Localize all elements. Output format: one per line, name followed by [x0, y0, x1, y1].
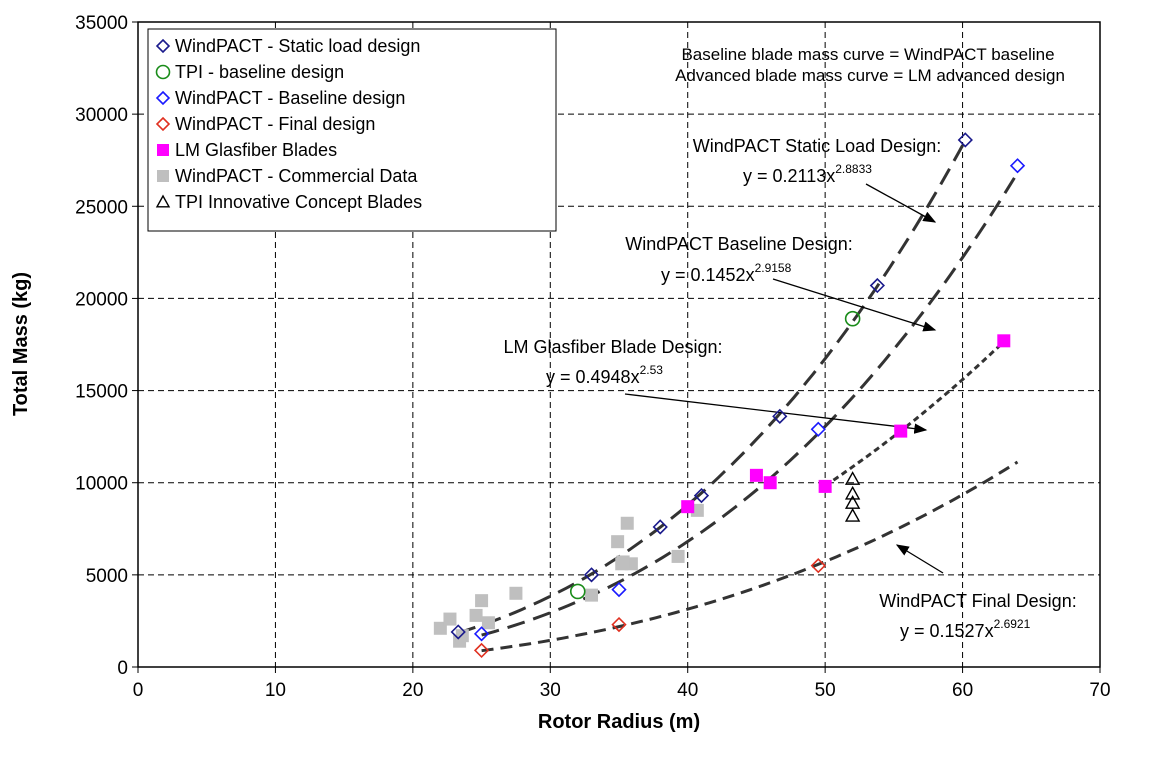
- trendline: [457, 139, 967, 635]
- trendline-label: WindPACT Static Load Design:: [693, 136, 941, 156]
- trendline-label: LM Glasfiber Blade Design:: [503, 337, 722, 357]
- y-tick-label: 30000: [75, 105, 128, 126]
- data-point: [473, 642, 490, 659]
- x-tick-label: 60: [952, 680, 973, 701]
- trendline-equation: y = 0.2113x2.8833: [743, 162, 872, 186]
- data-point: [443, 612, 457, 626]
- annotation-line-1: Baseline blade mass curve = WindPACT bas…: [681, 45, 1054, 64]
- annotation-arrow: [865, 183, 937, 223]
- data-point: [611, 581, 627, 598]
- y-tick-label: 5000: [86, 566, 128, 587]
- y-tick-label: 15000: [75, 382, 128, 403]
- data-point: [1009, 158, 1026, 174]
- legend-entry-label: TPI Innovative Concept Blades: [175, 192, 422, 212]
- data-point: [844, 485, 861, 500]
- x-tick-label: 20: [402, 680, 423, 701]
- legend-entry-label: WindPACT - Commercial Data: [175, 166, 418, 186]
- x-tick-label: 30: [540, 680, 561, 701]
- data-point: [957, 132, 973, 148]
- annotation-arrow: [895, 544, 944, 574]
- data-point: [611, 616, 627, 633]
- data-point: [681, 500, 695, 514]
- data-point: [475, 594, 489, 608]
- data-point: [763, 476, 777, 490]
- y-tick-label: 25000: [75, 197, 128, 218]
- data-point: [749, 468, 763, 482]
- plot-area: [137, 21, 1101, 668]
- annotation-arrows: [624, 183, 944, 574]
- legend-entry-label: LM Glasfiber Blades: [175, 140, 337, 160]
- data-point: [810, 558, 826, 574]
- legend-marker: [157, 170, 169, 182]
- annotation-arrow: [772, 278, 937, 332]
- data-point: [772, 408, 788, 425]
- legend-entry-label: TPI - baseline design: [175, 62, 344, 82]
- data-point: [450, 624, 466, 640]
- data-point: [894, 424, 908, 438]
- legend: WindPACT - Static load design TPI - basel…: [147, 28, 557, 232]
- data-point: [844, 310, 861, 327]
- legend-marker: [155, 38, 171, 54]
- data-point: [585, 588, 599, 602]
- trendline-label: WindPACT Final Design:: [879, 591, 1076, 611]
- data-point: [616, 555, 630, 569]
- x-tick-label: 50: [815, 680, 836, 701]
- data-point: [473, 626, 490, 642]
- data-point: [844, 471, 861, 485]
- data-point: [469, 608, 483, 622]
- data-point: [671, 549, 685, 563]
- data-point: [810, 421, 826, 437]
- data-point: [620, 516, 634, 530]
- trendline-equation: y = 0.1527x2.6921: [900, 617, 1031, 641]
- label-final: WindPACT Final Design: y = 0.1527x2.6921: [879, 591, 1076, 641]
- data-point: [844, 495, 861, 509]
- y-tick-label: 35000: [75, 13, 128, 34]
- data-point: [693, 487, 710, 504]
- legend-marker: [155, 64, 171, 80]
- annotation-arrow: [624, 393, 928, 434]
- y-axis-title: Total Mass (kg): [10, 272, 32, 416]
- y-tick-label: 20000: [75, 289, 128, 310]
- x-axis-title: Rotor Radius (m): [538, 711, 700, 733]
- trendline: [824, 340, 1005, 487]
- data-point: [481, 616, 495, 630]
- x-tick-label: 10: [265, 680, 286, 701]
- data-point: [583, 567, 600, 583]
- data-point: [997, 334, 1011, 348]
- data-point: [844, 507, 861, 522]
- data-points: [433, 132, 1026, 659]
- trendline-label: WindPACT Baseline Design:: [625, 234, 852, 254]
- trendline-equation: y = 0.4948x2.53: [546, 363, 663, 387]
- legend-marker: [157, 144, 169, 156]
- data-point: [652, 519, 668, 535]
- legend-entry-label: WindPACT - Final design: [175, 114, 375, 134]
- label-static-load: WindPACT Static Load Design: y = 0.2113x…: [693, 136, 941, 186]
- data-point: [455, 629, 469, 643]
- label-lm-glasfiber: LM Glasfiber Blade Design: y = 0.4948x2.…: [503, 337, 722, 387]
- data-point: [869, 277, 885, 294]
- data-point: [818, 479, 832, 493]
- trendlines: [457, 139, 1019, 653]
- tick-labels: 0 10 20 30 40 50 60 70 0 5000 10000 15000 20000 25000…: [75, 13, 1110, 701]
- x-tick-label: 40: [677, 680, 698, 701]
- data-point: [611, 535, 625, 549]
- trendline-equation: y = 0.1452x2.9158: [661, 261, 792, 285]
- y-tick-label: 0: [117, 658, 128, 679]
- annotation-line-2: Advanced blade mass curve = LM advanced …: [675, 66, 1065, 85]
- label-baseline: WindPACT Baseline Design: y = 0.1452x2.9…: [625, 234, 852, 285]
- trendline: [481, 460, 1019, 653]
- x-tick-label: 0: [133, 680, 144, 701]
- legend-box: [147, 28, 557, 232]
- x-tick-label: 70: [1089, 680, 1110, 701]
- legend-marker: [155, 116, 171, 132]
- legend-entry-label: WindPACT - Baseline design: [175, 88, 405, 108]
- y-tick-label: 10000: [75, 474, 128, 495]
- data-point: [509, 586, 523, 600]
- data-point: [569, 583, 586, 600]
- legend-marker: [155, 90, 171, 106]
- legend-entry-label: WindPACT - Static load design: [175, 36, 420, 56]
- trendline: [481, 172, 1019, 637]
- legend-marker: [155, 194, 171, 208]
